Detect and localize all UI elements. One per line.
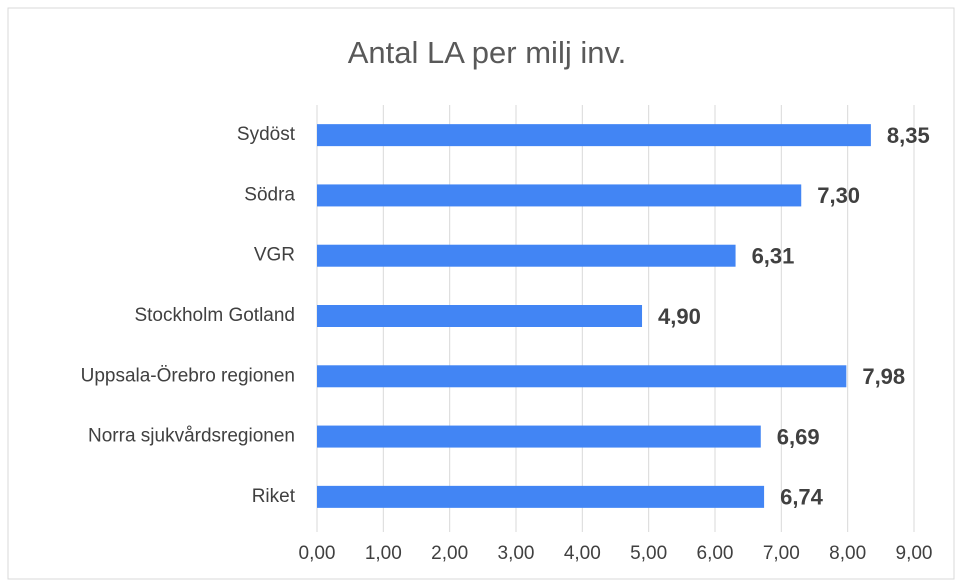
bar <box>317 305 643 327</box>
data-label: 6,31 <box>752 244 795 269</box>
chart-border <box>7 7 955 580</box>
y-tick-label: Uppsala-Örebro regionen <box>81 365 295 386</box>
y-tick-label: Norra sjukvårdsregionen <box>88 426 295 447</box>
bar <box>317 124 871 147</box>
bar <box>317 365 847 388</box>
bar <box>317 244 736 267</box>
x-tick-label: 4,00 <box>564 543 601 564</box>
chart-title: Antal LA per milj inv. <box>348 35 627 70</box>
bar <box>317 485 765 508</box>
y-tick-label: Sydöst <box>237 124 296 145</box>
y-tick-label: VGR <box>254 245 295 266</box>
data-label: 6,69 <box>777 424 820 449</box>
y-tick-label: Riket <box>252 486 296 507</box>
x-tick-label: 0,00 <box>299 543 336 564</box>
x-tick-label: 7,00 <box>763 543 800 564</box>
data-label: 7,30 <box>817 183 860 208</box>
y-tick-label: Stockholm Gotland <box>134 305 295 326</box>
x-tick-label: 5,00 <box>630 543 667 564</box>
data-label: 8,35 <box>887 123 930 148</box>
data-label: 6,74 <box>780 485 824 510</box>
x-tick-label: 2,00 <box>431 543 468 564</box>
data-label: 4,90 <box>658 304 701 329</box>
x-tick-label: 6,00 <box>697 543 734 564</box>
data-label: 7,98 <box>862 364 905 389</box>
x-tick-label: 3,00 <box>498 543 535 564</box>
x-tick-label: 9,00 <box>896 543 933 564</box>
x-tick-label: 1,00 <box>365 543 402 564</box>
bar <box>317 425 761 448</box>
y-tick-label: Södra <box>244 184 295 205</box>
bar <box>317 184 802 207</box>
x-tick-label: 8,00 <box>829 543 866 564</box>
